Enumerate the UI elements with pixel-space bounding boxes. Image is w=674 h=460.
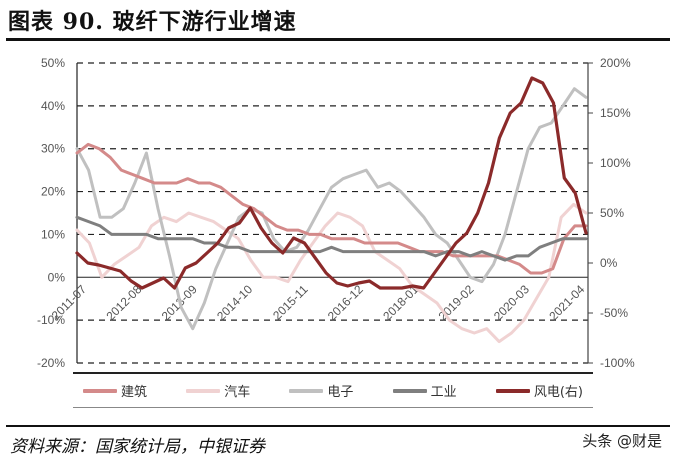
svg-text:40%: 40% bbox=[41, 99, 65, 113]
svg-text:150%: 150% bbox=[600, 106, 631, 120]
legend-label: 建筑 bbox=[121, 385, 148, 400]
title-rule bbox=[6, 38, 670, 41]
svg-text:0%: 0% bbox=[600, 256, 618, 270]
svg-text:-20%: -20% bbox=[37, 356, 65, 370]
legend-item-wind-power: 风电(右) bbox=[495, 381, 583, 400]
left-y-axis: -20% -10% 0% 10% 20% 30% 40% 50% bbox=[37, 56, 78, 370]
series-lines bbox=[75, 76, 588, 344]
x-axis: 2011-07 2012-08 2013-09 2014-10 2015-11 2016-… bbox=[49, 282, 588, 323]
svg-text:200%: 200% bbox=[600, 56, 631, 70]
series-line-0 bbox=[75, 142, 588, 275]
svg-text:0%: 0% bbox=[48, 270, 66, 284]
svg-text:10%: 10% bbox=[41, 227, 65, 241]
legend-label: 汽车 bbox=[224, 385, 251, 400]
svg-text:-10%: -10% bbox=[37, 313, 65, 327]
legend-swatch-icon bbox=[186, 388, 221, 393]
svg-text:50%: 50% bbox=[600, 206, 624, 220]
legend-item-industry: 工业 bbox=[392, 381, 457, 400]
series-line-3 bbox=[75, 215, 588, 262]
svg-text:-100%: -100% bbox=[600, 356, 635, 370]
svg-text:50%: 50% bbox=[41, 56, 65, 70]
series-line-4 bbox=[75, 76, 588, 290]
svg-text:2015-11: 2015-11 bbox=[270, 282, 311, 323]
chart-legend: 建筑 汽车 电子 工业 风电(右) bbox=[73, 372, 593, 408]
svg-text:2012-08: 2012-08 bbox=[103, 282, 144, 323]
right-y-axis: -100% -50% 0% 50% 100% 150% 200% bbox=[587, 56, 635, 370]
svg-text:2016-12: 2016-12 bbox=[325, 282, 366, 323]
svg-text:2021-04: 2021-04 bbox=[546, 282, 587, 323]
legend-swatch-icon bbox=[289, 388, 324, 393]
svg-text:30%: 30% bbox=[41, 142, 65, 156]
legend-item-construction: 建筑 bbox=[83, 381, 147, 400]
legend-item-auto: 汽车 bbox=[186, 381, 250, 400]
source-note: 资料来源：国家统计局，中银证券 bbox=[10, 437, 265, 457]
figure-title: 图表 90. 玻纤下游行业增速 bbox=[8, 9, 297, 35]
legend-swatch-icon bbox=[392, 388, 427, 393]
svg-text:-50%: -50% bbox=[600, 306, 628, 320]
legend-label: 电子 bbox=[327, 385, 354, 400]
legend-swatch-icon bbox=[495, 388, 530, 393]
svg-text:2014-10: 2014-10 bbox=[214, 282, 255, 323]
legend-item-electronics: 电子 bbox=[289, 381, 353, 400]
svg-text:100%: 100% bbox=[600, 156, 631, 170]
line-chart: -20% -10% 0% 10% 20% 30% 40% 50% -100% -50% 0% 50%… bbox=[37, 56, 635, 370]
watermark: 头条 @财是 bbox=[582, 432, 662, 450]
svg-text:20%: 20% bbox=[41, 185, 65, 199]
svg-text:2019-02: 2019-02 bbox=[436, 282, 477, 323]
source-rule bbox=[6, 425, 670, 427]
legend-label: 风电(右) bbox=[533, 385, 583, 400]
legend-swatch-icon bbox=[83, 388, 117, 393]
legend-label: 工业 bbox=[430, 385, 457, 400]
series-line-2 bbox=[75, 87, 588, 331]
svg-text:2011-07: 2011-07 bbox=[49, 282, 90, 323]
